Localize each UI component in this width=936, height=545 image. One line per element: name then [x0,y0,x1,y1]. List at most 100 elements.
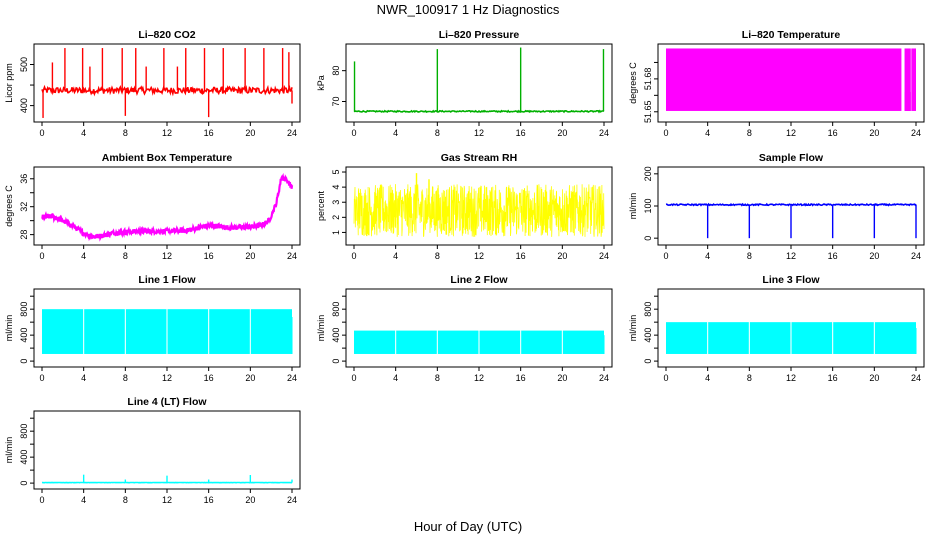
x-tick-label-rh-8: 8 [435,251,440,261]
y-tick-label-line2-4: 800 [331,302,341,317]
x-tick-label-line3-12: 12 [786,373,796,383]
series-band-line3-5 [875,322,916,354]
series-band-licor_temp-short [905,92,911,111]
plot-area-line1 [42,309,293,354]
x-tick-label-licor_temp-0: 0 [663,128,668,138]
x-tick-label-co2-20: 20 [245,128,255,138]
y-tick-label-rh-2: 3 [331,200,341,205]
x-tick-label-rh-12: 12 [474,251,484,261]
series-band-line1-3 [168,309,209,354]
y-tick-label-sample_flow-2: 200 [643,166,653,181]
x-tick-label-rh-4: 4 [393,251,398,261]
x-tick-label-line4-12: 12 [162,495,172,505]
x-tick-label-licor_temp-24: 24 [911,128,921,138]
x-tick-label-licor_temp-4: 4 [705,128,710,138]
x-tick-label-line1-20: 20 [245,373,255,383]
y-label-line3: ml/min [628,315,638,342]
series-band-line3-2 [750,322,791,354]
x-tick-label-ambient-4: 4 [81,251,86,261]
x-tick-label-line4-4: 4 [81,495,86,505]
panel-title-line1: Line 1 Flow [138,274,196,286]
series-band-line2-0 [354,331,395,354]
y-label-ambient: degrees C [4,185,14,227]
plot-frame-ambient [34,167,300,245]
x-tick-label-line2-4: 4 [393,373,398,383]
x-tick-label-line1-8: 8 [123,373,128,383]
x-tick-label-co2-24: 24 [287,128,297,138]
y-tick-label-rh-3: 4 [331,185,341,190]
series-line-co2 [42,87,292,94]
y-tick-label-rh-0: 1 [331,230,341,235]
x-tick-label-line2-20: 20 [557,373,567,383]
x-tick-label-rh-20: 20 [557,251,567,261]
x-tick-label-line3-20: 20 [869,373,879,383]
series-band-licor_temp-2 [911,48,916,110]
y-tick-label-line4-2: 400 [19,450,29,465]
y-tick-label-line1-4: 800 [19,302,29,317]
x-tick-label-line3-24: 24 [911,373,921,383]
panel-title-co2: Li–820 CO2 [138,29,195,41]
y-tick-label-licor_temp-2: 51.68 [643,68,653,91]
y-label-pressure: kPa [316,75,326,91]
x-tick-label-line4-8: 8 [123,495,128,505]
x-tick-label-co2-0: 0 [39,128,44,138]
y-tick-label-line3-4: 800 [643,302,653,317]
panel-title-line3: Line 3 Flow [762,274,820,286]
series-band-line2-4 [521,331,562,354]
x-tick-label-line3-0: 0 [663,373,668,383]
y-tick-label-line4-4: 800 [19,424,29,439]
x-tick-label-licor_temp-20: 20 [869,128,879,138]
plot-area-co2 [42,48,292,118]
series-band-line3-4 [833,322,874,354]
x-tick-label-line4-24: 24 [287,495,297,505]
y-label-line4: ml/min [4,437,14,464]
y-tick-label-line2-0: 0 [331,359,341,364]
series-tail-line2 [603,335,605,354]
y-tick-label-line3-0: 0 [643,359,653,364]
x-tick-label-co2-4: 4 [81,128,86,138]
y-tick-label-pressure-0: 70 [331,96,341,106]
y-tick-label-co2-2: 500 [19,57,29,72]
x-tick-label-ambient-16: 16 [204,251,214,261]
x-tick-label-line1-16: 16 [204,373,214,383]
x-tick-label-sample_flow-24: 24 [911,251,921,261]
x-tick-label-sample_flow-8: 8 [747,251,752,261]
figure-title: NWR_100917 1 Hz Diagnostics [377,2,560,17]
x-tick-label-pressure-12: 12 [474,128,484,138]
series-tail-line3 [915,328,917,354]
x-tick-label-ambient-8: 8 [123,251,128,261]
y-tick-label-rh-4: 5 [331,170,341,175]
x-tick-label-pressure-4: 4 [393,128,398,138]
x-tick-label-pressure-0: 0 [351,128,356,138]
x-tick-label-line2-12: 12 [474,373,484,383]
panel-title-licor_temp: Li–820 Temperature [742,29,841,41]
series-band-line1-1 [84,309,125,354]
y-tick-label-line1-2: 400 [19,328,29,343]
x-tick-label-pressure-24: 24 [599,128,609,138]
series-line-pressure [354,111,604,112]
x-tick-label-co2-16: 16 [204,128,214,138]
x-tick-label-line3-16: 16 [828,373,838,383]
y-label-rh: percent [316,190,326,221]
